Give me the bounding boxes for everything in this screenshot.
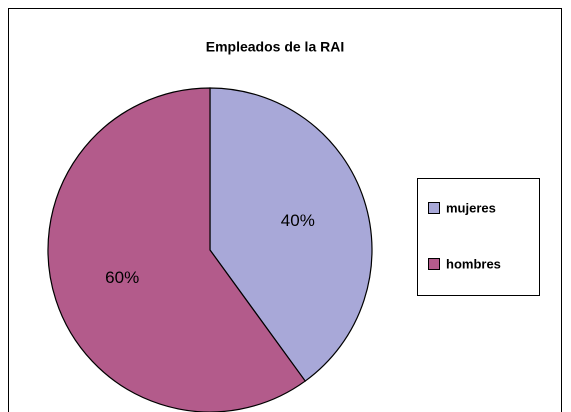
legend-label: mujeres <box>446 200 496 215</box>
pie-slice <box>47 87 307 412</box>
chart-title: Empleados de la RAI <box>206 39 344 55</box>
legend-box <box>417 178 540 296</box>
pie: 40% 60% <box>47 87 373 412</box>
data-label: 60% <box>105 268 139 287</box>
legend: mujeres hombres <box>428 200 501 271</box>
legend-swatch <box>428 258 440 270</box>
pie-slice <box>209 87 373 382</box>
data-label: 40% <box>281 211 315 230</box>
legend-swatch <box>428 202 440 214</box>
legend-label: hombres <box>446 256 501 271</box>
